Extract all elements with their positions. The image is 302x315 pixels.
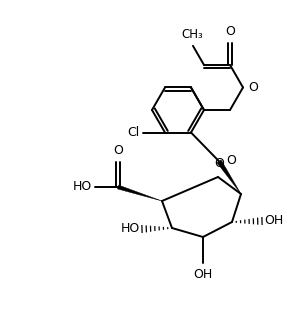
Text: HO: HO [121, 222, 140, 236]
Text: O: O [248, 81, 258, 94]
Text: O: O [113, 144, 123, 157]
Text: CH₃: CH₃ [181, 28, 203, 41]
Text: O: O [225, 25, 235, 38]
Text: OH: OH [193, 268, 213, 281]
Text: OH: OH [264, 215, 283, 227]
Polygon shape [217, 160, 241, 194]
Text: Cl: Cl [128, 126, 140, 139]
Polygon shape [117, 185, 162, 201]
Text: HO: HO [73, 180, 92, 193]
Text: O: O [226, 154, 236, 167]
Text: O: O [214, 157, 224, 170]
